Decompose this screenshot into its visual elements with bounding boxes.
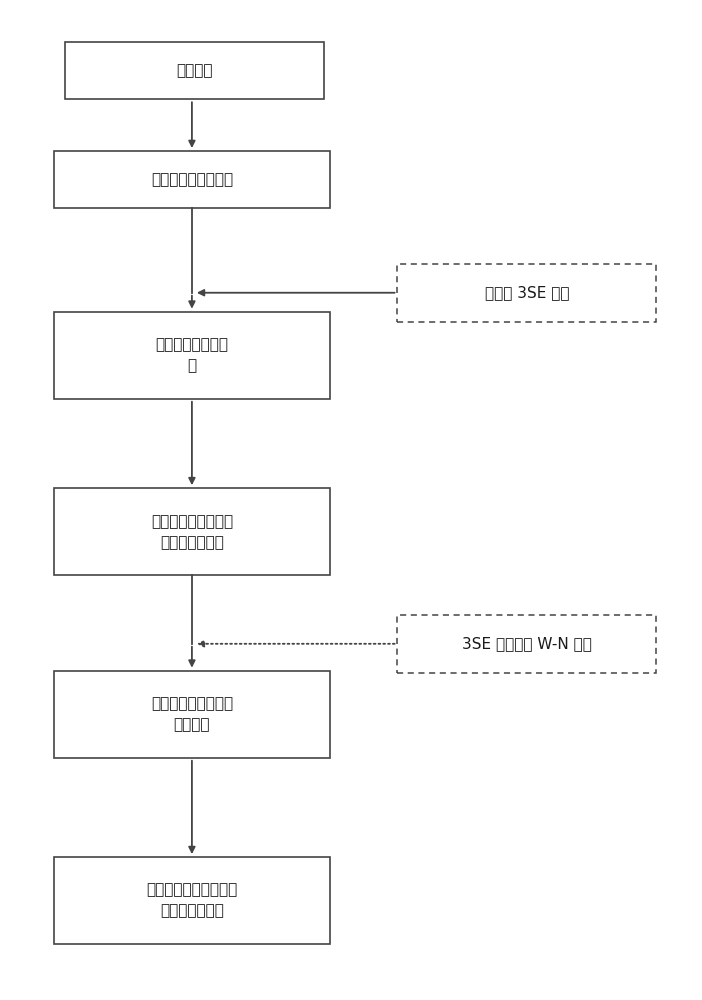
Text: 单轴载荷: 单轴载荷 (177, 63, 213, 78)
Text: 工程上，分散带与标准
差评估预测能力: 工程上，分散带与标准 差评估预测能力 (146, 883, 237, 919)
Text: 3SE 模型中的 W-N 曲线: 3SE 模型中的 W-N 曲线 (462, 636, 592, 651)
Text: 有限元分析求出数据: 有限元分析求出数据 (151, 172, 233, 187)
Bar (53, 488, 330, 575)
Bar (53, 151, 330, 208)
Bar (53, 671, 330, 758)
Text: 等效下求得的能量与
热机械能量对比: 等效下求得的能量与 热机械能量对比 (151, 514, 233, 550)
Text: 改进的 3SE 模型: 改进的 3SE 模型 (484, 285, 569, 300)
Text: 等效能量方法求能
量: 等效能量方法求能 量 (155, 337, 228, 373)
Bar (397, 615, 656, 673)
Text: 等效能量法求得热机
疲劳寿命: 等效能量法求得热机 疲劳寿命 (151, 696, 233, 732)
Bar (65, 42, 324, 99)
Bar (53, 312, 330, 399)
Bar (397, 264, 656, 322)
Bar (53, 857, 330, 944)
